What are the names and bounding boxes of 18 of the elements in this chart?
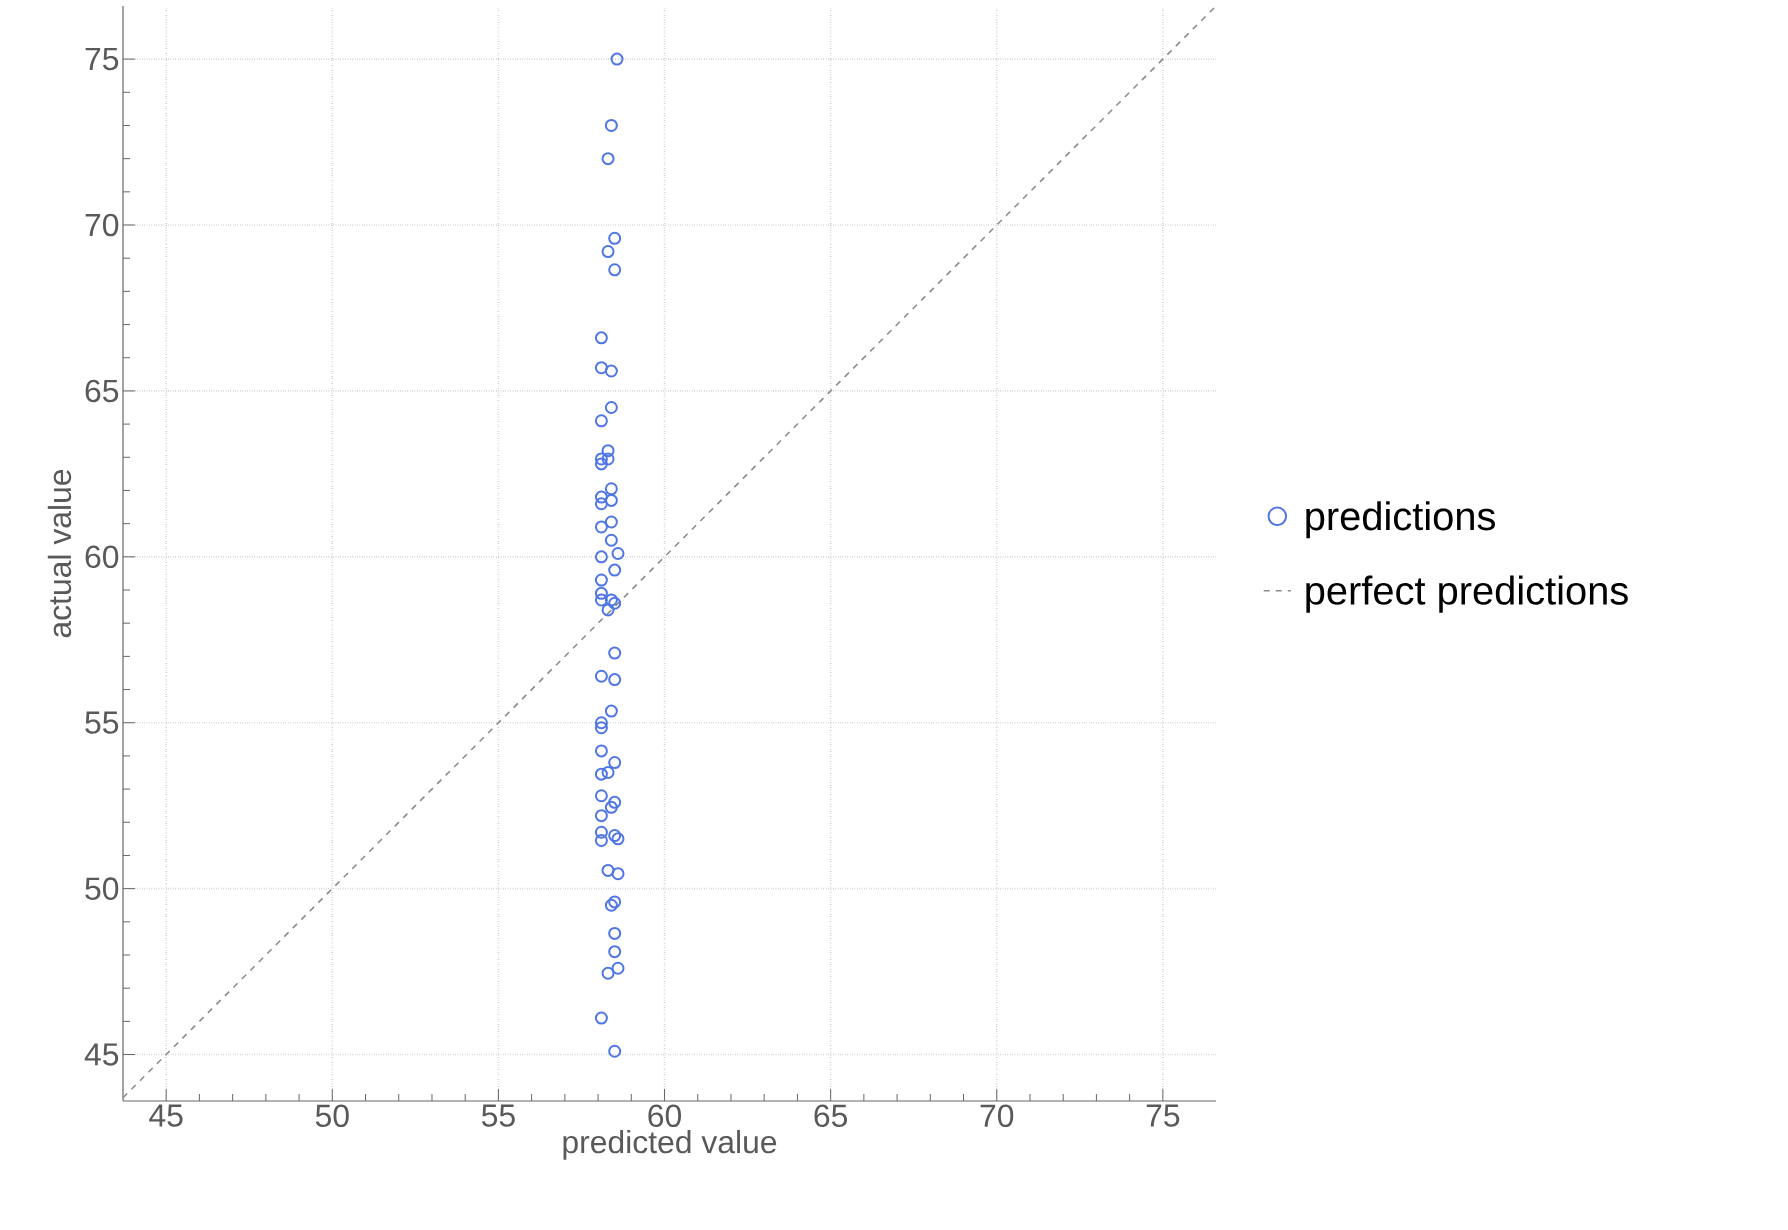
x-tick-label: 50 — [315, 1104, 349, 1128]
y-tick-label: 55 — [85, 711, 119, 734]
y-tick-label: 70 — [85, 213, 119, 237]
x-tick-label: 60 — [648, 1104, 681, 1128]
x-tick-label: 75 — [1146, 1104, 1180, 1127]
y-axis-title: actual value — [47, 469, 72, 638]
x-axis-title: predicted value — [563, 1129, 777, 1160]
y-tick-label: 65 — [85, 379, 119, 403]
legend-label: perfect predictions — [1306, 575, 1628, 613]
x-tick-label: 65 — [814, 1104, 848, 1128]
y-tick-label: 50 — [85, 877, 119, 900]
y-tick-label: 45 — [84, 1043, 119, 1066]
legend-label: predictions — [1306, 501, 1495, 539]
y-tick-label: 75 — [85, 48, 119, 71]
y-tick-label: 60 — [85, 545, 119, 569]
x-tick-label: 70 — [980, 1104, 1014, 1128]
x-tick-label: 55 — [481, 1104, 515, 1127]
x-tick-label: 45 — [149, 1104, 183, 1127]
